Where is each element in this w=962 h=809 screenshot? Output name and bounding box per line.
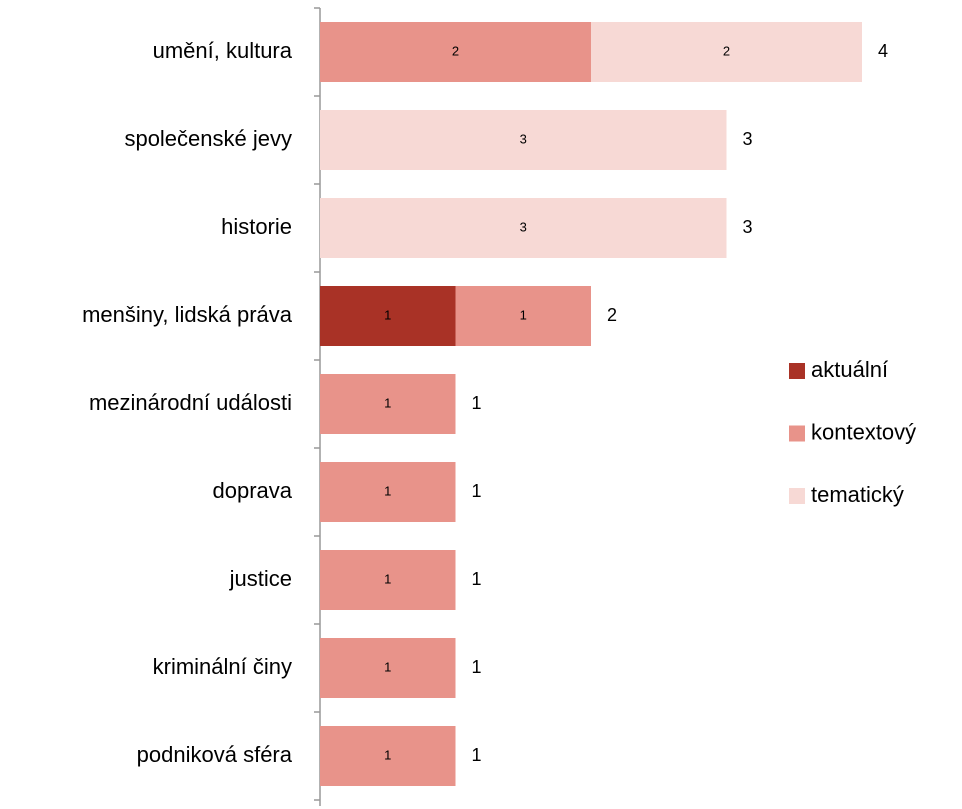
legend-swatch <box>789 425 805 442</box>
segment-label: 1 <box>384 571 391 586</box>
category-label: historie <box>221 214 292 239</box>
total-label: 1 <box>472 657 482 677</box>
category-label: kriminální činy <box>153 654 292 679</box>
segment-label: 1 <box>384 395 391 410</box>
legend-swatch <box>789 363 805 379</box>
segment-label: 1 <box>384 659 391 674</box>
bar-segment <box>455 286 591 346</box>
total-label: 4 <box>878 41 888 61</box>
category-label: menšiny, lidská práva <box>82 302 293 327</box>
segment-label: 1 <box>520 307 527 322</box>
segment-label: 2 <box>452 43 459 58</box>
bar-segment <box>320 374 456 434</box>
legend-swatch <box>789 488 805 504</box>
bar-segment <box>320 726 456 786</box>
category-label: doprava <box>212 478 292 503</box>
legend-label: kontextový <box>811 419 916 444</box>
total-label: 3 <box>743 217 753 237</box>
bar-segment <box>591 22 862 82</box>
category-label: společenské jevy <box>124 126 292 151</box>
total-label: 1 <box>472 569 482 589</box>
legend-label: tematický <box>811 482 904 507</box>
segment-label: 1 <box>384 483 391 498</box>
bar-segment <box>320 198 727 258</box>
bar-segment <box>320 22 591 82</box>
total-label: 1 <box>472 393 482 413</box>
category-label: podniková sféra <box>137 742 293 767</box>
segment-label: 2 <box>723 43 730 58</box>
bar-segment <box>320 286 456 346</box>
bar-segment <box>320 110 727 170</box>
category-label: justice <box>229 566 292 591</box>
legend-label: aktuální <box>811 357 888 382</box>
total-label: 1 <box>472 745 482 765</box>
segment-label: 1 <box>384 307 391 322</box>
segment-label: 3 <box>520 219 527 234</box>
total-label: 3 <box>743 129 753 149</box>
total-label: 2 <box>607 305 617 325</box>
category-label: umění, kultura <box>153 38 293 63</box>
category-label: mezinárodní události <box>89 390 292 415</box>
bar-segment <box>320 550 456 610</box>
total-label: 1 <box>472 481 482 501</box>
segment-label: 3 <box>520 131 527 146</box>
bar-segment <box>320 462 456 522</box>
segment-label: 1 <box>384 747 391 762</box>
bar-segment <box>320 638 456 698</box>
